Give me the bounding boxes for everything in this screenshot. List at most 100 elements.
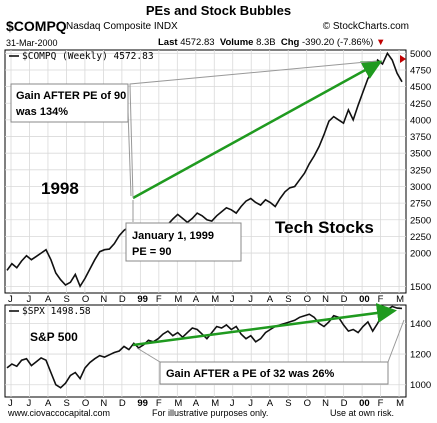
last-value: 4572.83 xyxy=(180,37,215,48)
tech-stocks-label: Tech Stocks xyxy=(275,218,374,237)
sp500-label: S&P 500 xyxy=(30,330,78,344)
nasdaq-x-tick-label: D xyxy=(341,294,348,305)
gain-callout-leader xyxy=(129,60,378,199)
spx-x-tick-label: J xyxy=(230,398,235,409)
spx-x-tick-label: M xyxy=(211,398,219,409)
spx-x-tick-label: M xyxy=(174,398,182,409)
nasdaq-y-tick-label: 2750 xyxy=(410,199,431,210)
spx-callout-leader-left xyxy=(136,347,161,363)
last-price-marker xyxy=(400,55,406,63)
nasdaq-y-tick-label: 3250 xyxy=(410,165,431,176)
volume-label: Volume xyxy=(219,37,254,48)
nasdaq-y-tick-label: 3500 xyxy=(410,149,431,160)
spx-callout-text: Gain AFTER a PE of 32 was 26% xyxy=(166,368,335,380)
chg-value: -390.20 (-7.86%) xyxy=(302,37,374,48)
spx-x-tick-label: S xyxy=(285,398,291,409)
pe-callout-text-line2: PE = 90 xyxy=(132,246,171,258)
nasdaq-x-tick-label: F xyxy=(156,294,162,305)
spx-y-tick-label: 1000 xyxy=(410,380,431,391)
volume-value: 8.3B xyxy=(256,37,276,48)
spx-x-tick-label: J xyxy=(26,398,31,409)
nasdaq-x-tick-label: N xyxy=(322,294,329,305)
nasdaq-x-tick-label: J xyxy=(230,294,235,305)
gain-callout-text-line2: was 134% xyxy=(15,106,68,118)
spx-x-tick-label: O xyxy=(304,398,311,409)
pe-callout-box xyxy=(125,222,242,262)
quote-summary: Last 4572.83 Volume 8.3B Chg -390.20 (-7… xyxy=(158,37,385,48)
nasdaq-x-tick-label: O xyxy=(82,294,89,305)
bottom-y-axis: 1000 1200 1400 xyxy=(410,319,431,391)
chart-title: PEs and Stock Bubbles xyxy=(145,3,292,18)
spx-x-tick-label: 00 xyxy=(359,398,370,409)
brand-label: © StockCharts.com xyxy=(322,21,409,32)
spx-x-tick-label: A xyxy=(193,398,200,409)
spx-callout-box xyxy=(159,361,389,385)
nasdaq-x-tick-label: A xyxy=(193,294,200,305)
spx-x-tick-label: F xyxy=(156,398,162,409)
spx-x-tick-label: F xyxy=(378,398,384,409)
spx-y-tick-label: 1200 xyxy=(410,350,431,361)
nasdaq-y-tick-label: 5000 xyxy=(410,49,431,60)
nasdaq-y-tick-label: 1500 xyxy=(410,282,431,293)
down-arrow-icon: ▼ xyxy=(375,37,386,48)
chg-label: Chg xyxy=(280,37,300,48)
spx-callout-leader-right xyxy=(387,319,405,363)
spx-x-tick-label: 99 xyxy=(137,398,148,409)
nasdaq-x-tick-label: J xyxy=(26,294,31,305)
spx-x-tick-label: D xyxy=(341,398,348,409)
nasdaq-x-tick-label: M xyxy=(396,294,404,305)
nasdaq-y-tick-label: 3000 xyxy=(410,182,431,193)
nasdaq-y-tick-label: 3750 xyxy=(410,132,431,143)
spx-x-tick-label: A xyxy=(45,398,52,409)
nasdaq-trend-arrow xyxy=(132,60,383,200)
nasdaq-x-tick-label: J xyxy=(248,294,253,305)
last-label: Last xyxy=(158,37,178,48)
spx-x-tick-label: J xyxy=(248,398,253,409)
nasdaq-x-tick-label: A xyxy=(45,294,52,305)
bottom-x-axis: J J A S O N D 99 F M A M J J A S O N D 00 F M xyxy=(8,398,404,409)
nasdaq-x-tick-label: D xyxy=(119,294,126,305)
ticker-symbol: $COMPQ xyxy=(6,18,67,34)
top-x-axis: J J A S O N D 99 F M A M J J A S O N D 00 F M xyxy=(8,294,404,305)
spx-x-tick-label: O xyxy=(82,398,89,409)
spx-x-tick-label: M xyxy=(396,398,404,409)
nasdaq-y-tick-label: 4750 xyxy=(410,65,431,76)
nasdaq-x-tick-label: O xyxy=(304,294,311,305)
nasdaq-y-tick-label: 2250 xyxy=(410,232,431,243)
spx-trend-arrow xyxy=(132,303,397,347)
nasdaq-y-tick-label: 2000 xyxy=(410,249,431,260)
year-1998-label: 1998 xyxy=(41,179,79,198)
nasdaq-x-tick-label: J xyxy=(8,294,13,305)
pe-callout-text-line1: January 1, 1999 xyxy=(132,230,214,242)
spx-x-tick-label: A xyxy=(267,398,274,409)
quote-date: 31-Mar-2000 xyxy=(6,38,58,48)
nasdaq-x-tick-label: M xyxy=(174,294,182,305)
footer-note: For illustrative purposes only. xyxy=(152,408,269,418)
top-legend: $COMPQ (Weekly) 4572.83 xyxy=(22,51,154,62)
spx-x-tick-label: D xyxy=(119,398,126,409)
nasdaq-x-tick-label: M xyxy=(211,294,219,305)
nasdaq-series-line xyxy=(6,51,403,289)
spx-x-tick-label: N xyxy=(100,398,107,409)
nasdaq-x-tick-label: N xyxy=(100,294,107,305)
top-y-axis: 1500 2000 2250 2500 2750 3000 3250 3500 3750 4000… xyxy=(410,49,431,293)
footer-site: www.ciovaccocapital.com xyxy=(8,408,111,418)
nasdaq-y-tick-label: 4000 xyxy=(410,115,431,126)
nasdaq-x-tick-label: 00 xyxy=(359,294,370,305)
spx-x-tick-label: J xyxy=(8,398,13,409)
index-name: Nasdaq Composite INDX xyxy=(66,21,178,32)
nasdaq-price-line xyxy=(6,51,403,289)
footer-risk: Use at own risk. xyxy=(330,408,395,418)
nasdaq-x-tick-label: S xyxy=(285,294,291,305)
gain-callout-box xyxy=(10,83,129,123)
nasdaq-y-tick-label: 4500 xyxy=(410,82,431,93)
nasdaq-x-tick-label: S xyxy=(63,294,69,305)
gain-callout-text-line1: Gain AFTER PE of 90 xyxy=(16,90,126,102)
nasdaq-x-tick-label: 99 xyxy=(137,294,148,305)
nasdaq-x-tick-label: A xyxy=(267,294,274,305)
spx-y-tick-label: 1400 xyxy=(410,319,431,330)
nasdaq-x-tick-label: F xyxy=(378,294,384,305)
bottom-legend: $SPX 1498.58 xyxy=(22,306,91,317)
nasdaq-y-tick-label: 2500 xyxy=(410,215,431,226)
